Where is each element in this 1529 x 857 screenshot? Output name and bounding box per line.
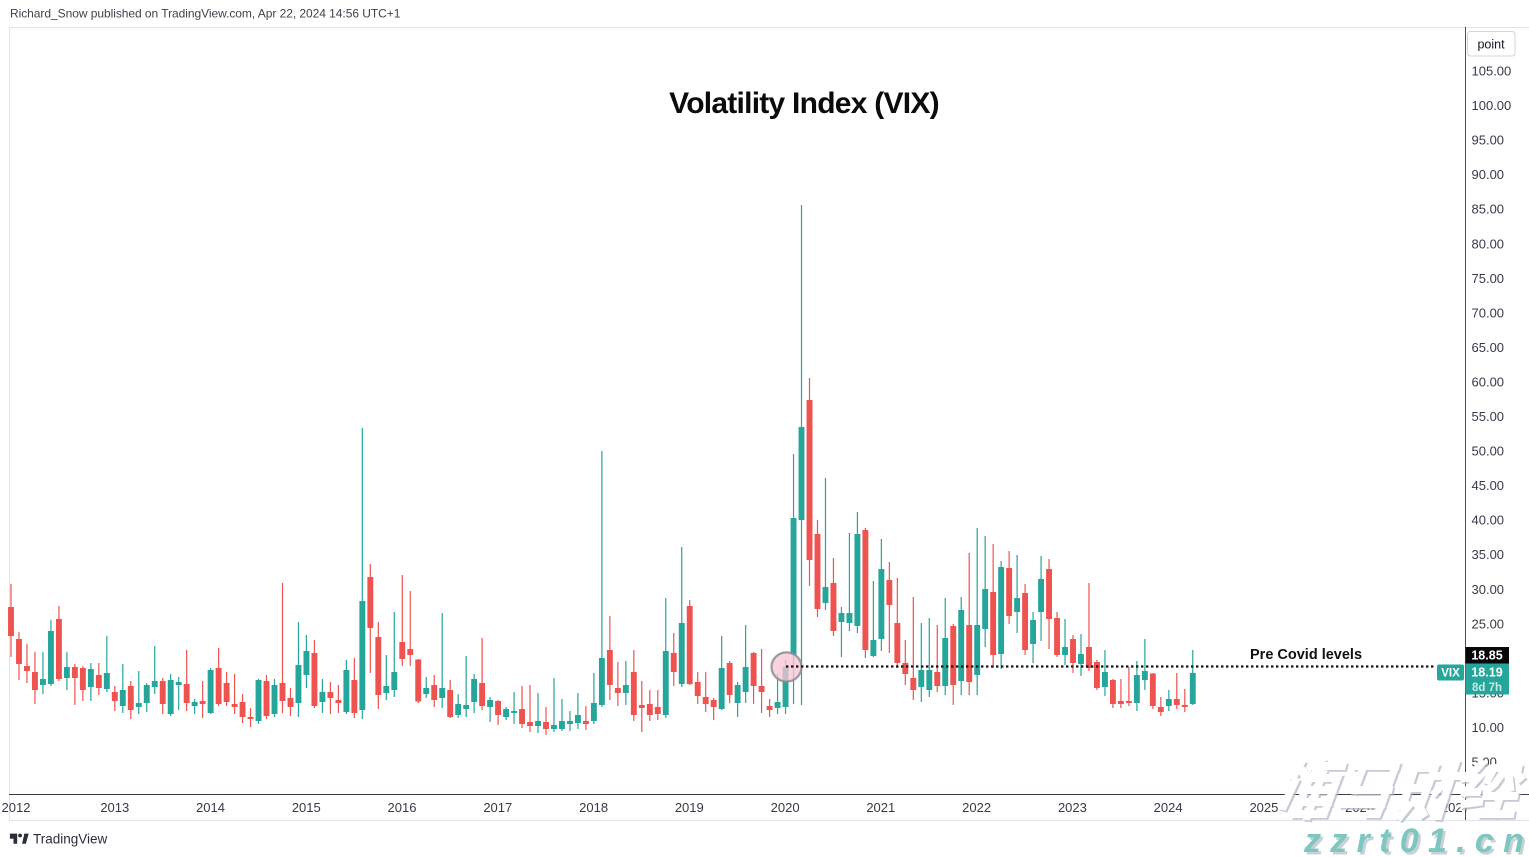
- svg-text:60.00: 60.00: [1472, 374, 1505, 389]
- svg-text:55.00: 55.00: [1472, 409, 1505, 424]
- svg-text:2012: 2012: [2, 800, 31, 815]
- svg-text:2022: 2022: [962, 800, 991, 815]
- svg-text:65.00: 65.00: [1472, 340, 1505, 355]
- svg-text:75.00: 75.00: [1472, 271, 1505, 286]
- svg-text:Pre Covid levels: Pre Covid levels: [1250, 647, 1362, 663]
- svg-text:point: point: [1477, 38, 1505, 52]
- svg-text:18.19: 18.19: [1471, 666, 1502, 680]
- svg-text:2025: 2025: [1249, 800, 1278, 815]
- svg-text:85.00: 85.00: [1472, 202, 1505, 217]
- svg-text:95.00: 95.00: [1472, 133, 1505, 148]
- svg-text:10.00: 10.00: [1472, 720, 1505, 735]
- svg-text:90.00: 90.00: [1472, 167, 1505, 182]
- svg-text:2019: 2019: [675, 800, 704, 815]
- svg-text:100.00: 100.00: [1472, 98, 1512, 113]
- svg-text:2013: 2013: [100, 800, 129, 815]
- svg-text:2015: 2015: [292, 800, 321, 815]
- svg-text:45.00: 45.00: [1472, 478, 1505, 493]
- svg-text:VIX: VIX: [1441, 668, 1460, 680]
- svg-text:2020: 2020: [771, 800, 800, 815]
- svg-text:2023: 2023: [1058, 800, 1087, 815]
- svg-text:30.00: 30.00: [1472, 582, 1505, 597]
- svg-text:40.00: 40.00: [1472, 513, 1505, 528]
- svg-text:2018: 2018: [579, 800, 608, 815]
- svg-text:Richard_Snow published on Trad: Richard_Snow published on TradingView.co…: [10, 7, 401, 21]
- svg-text:35.00: 35.00: [1472, 547, 1505, 562]
- svg-text:2024: 2024: [1154, 800, 1183, 815]
- svg-text:TradingView: TradingView: [33, 832, 108, 847]
- svg-text:25.00: 25.00: [1472, 616, 1505, 631]
- svg-text:80.00: 80.00: [1472, 236, 1505, 251]
- svg-text:zzrt01.cn: zzrt01.cn: [1306, 825, 1529, 857]
- svg-text:2014: 2014: [196, 800, 225, 815]
- svg-text:Volatility Index (VIX): Volatility Index (VIX): [669, 87, 939, 120]
- svg-text:2017: 2017: [483, 800, 512, 815]
- svg-text:zzrt01.cn: zzrt01.cn: [1303, 822, 1529, 857]
- svg-text:2021: 2021: [866, 800, 895, 815]
- svg-text:18.85: 18.85: [1471, 649, 1502, 663]
- svg-text:2016: 2016: [388, 800, 417, 815]
- svg-text:8d 7h: 8d 7h: [1472, 682, 1502, 694]
- svg-text:105.00: 105.00: [1472, 64, 1512, 79]
- svg-text:70.00: 70.00: [1472, 305, 1505, 320]
- svg-text:50.00: 50.00: [1472, 444, 1505, 459]
